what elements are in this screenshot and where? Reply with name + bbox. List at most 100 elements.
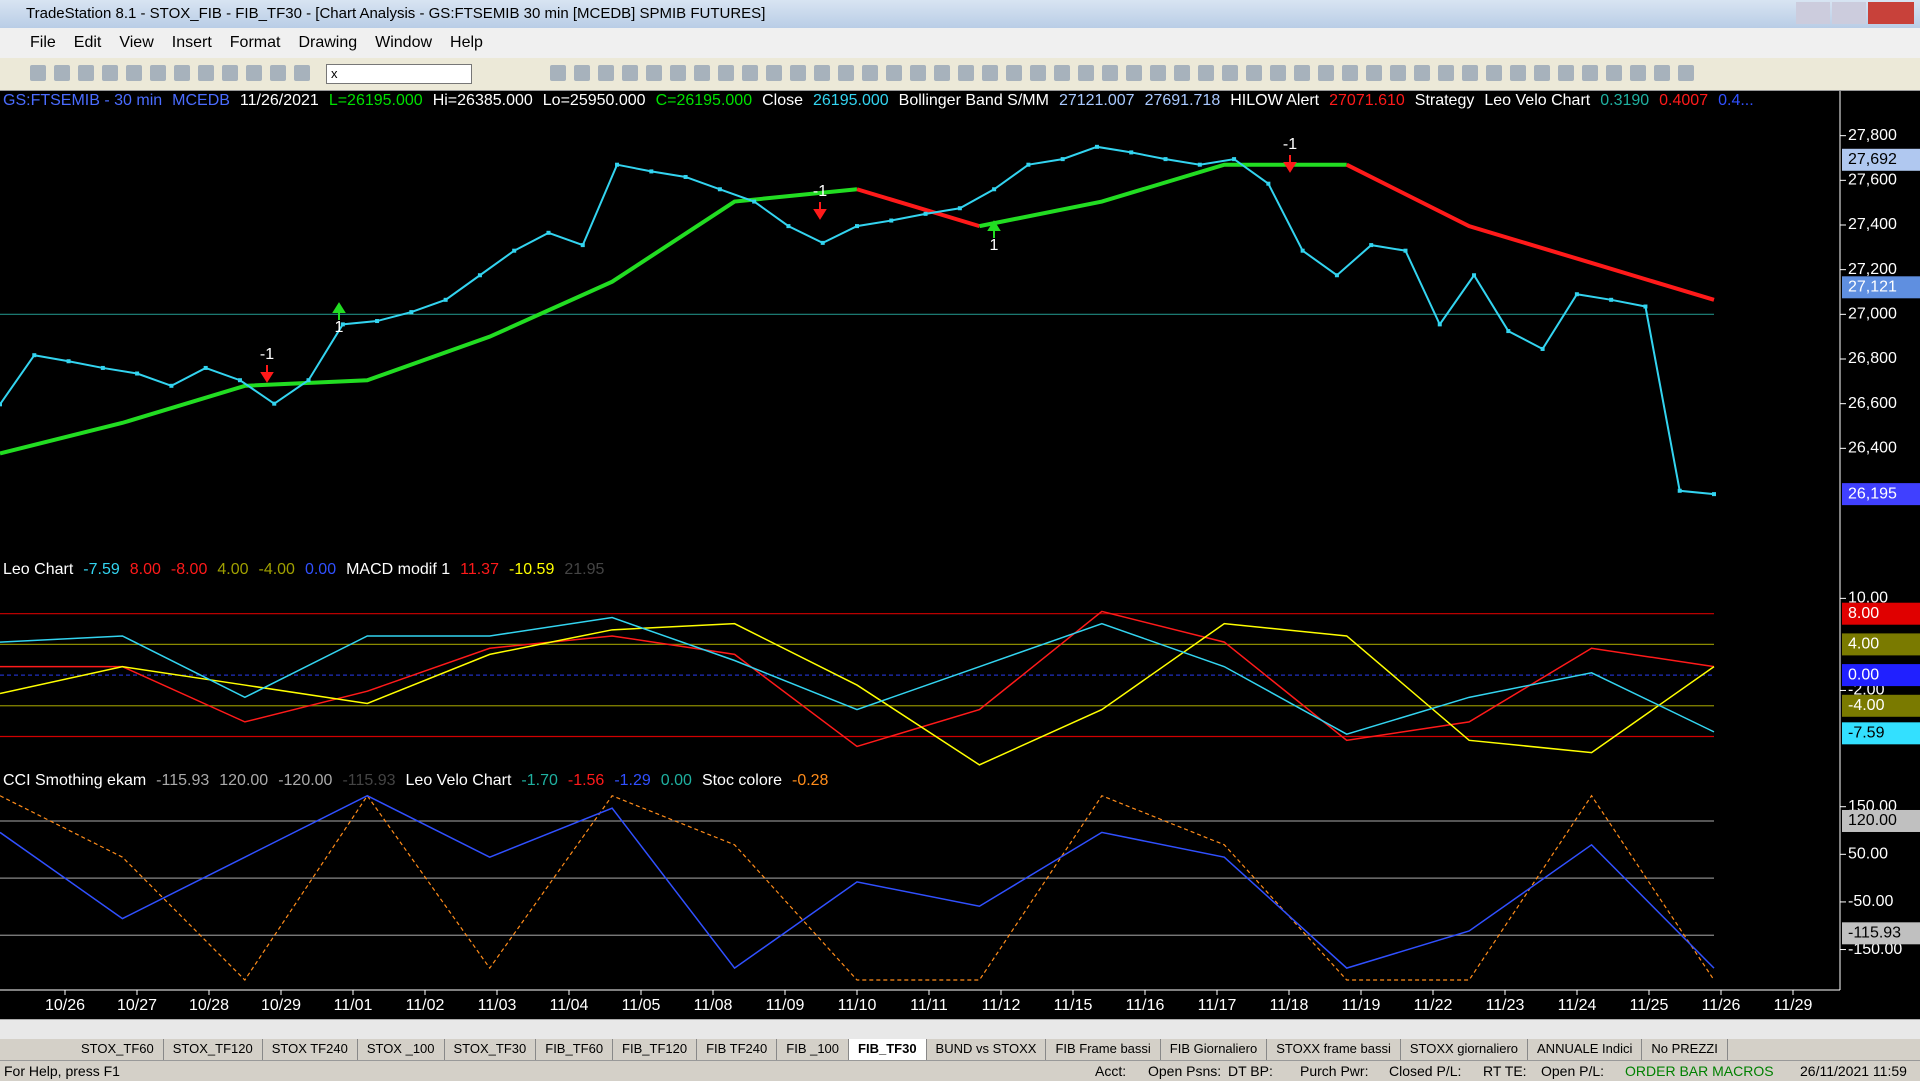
toolbar-button[interactable] [574, 65, 590, 81]
toolbar-button[interactable] [1222, 65, 1238, 81]
menu-item[interactable]: Format [229, 34, 281, 51]
toolbar-button[interactable] [78, 65, 94, 81]
toolbar-button[interactable] [1462, 65, 1478, 81]
toolbar-button[interactable] [766, 65, 782, 81]
legend-item: HILOW Alert [1230, 92, 1319, 109]
toolbar-button[interactable] [982, 65, 998, 81]
toolbar-button[interactable] [622, 65, 638, 81]
toolbar-button[interactable] [222, 65, 238, 81]
menu-item[interactable]: Drawing [298, 34, 358, 51]
workspace-tab[interactable]: ANNUALE Indici [1528, 1039, 1643, 1060]
menu-item[interactable]: Edit [73, 34, 102, 51]
toolbar-button[interactable] [30, 65, 46, 81]
workspace-tab[interactable]: STOX _100 [358, 1039, 445, 1060]
toolbar-button[interactable] [294, 65, 310, 81]
toolbar-button[interactable] [1270, 65, 1286, 81]
workspace-tab[interactable]: FIB_TF120 [613, 1039, 698, 1060]
workspace-tab[interactable]: FIB_TF30 [849, 1039, 927, 1060]
toolbar-button[interactable] [1294, 65, 1310, 81]
x-tick-label: 11/03 [478, 997, 517, 1014]
toolbar-button[interactable] [742, 65, 758, 81]
toolbar-button[interactable] [1486, 65, 1502, 81]
toolbar-button[interactable] [270, 65, 286, 81]
workspace-tab[interactable]: BUND vs STOXX [927, 1039, 1047, 1060]
workspace-tab[interactable]: STOXX giornaliero [1401, 1039, 1529, 1060]
toolbar-button[interactable] [910, 65, 926, 81]
toolbar-button[interactable] [1102, 65, 1118, 81]
toolbar-button[interactable] [198, 65, 214, 81]
workspace-tab[interactable]: FIB_TF60 [536, 1039, 614, 1060]
price-dot [512, 248, 517, 253]
toolbar-button[interactable] [54, 65, 70, 81]
toolbar-button[interactable] [1198, 65, 1214, 81]
signal-arrow [813, 202, 827, 220]
toolbar-button[interactable] [1030, 65, 1046, 81]
minimize[interactable] [1796, 2, 1830, 24]
toolbar-button[interactable] [1438, 65, 1454, 81]
toolbar-button[interactable] [598, 65, 614, 81]
toolbar-button[interactable] [102, 65, 118, 81]
toolbar-button[interactable] [814, 65, 830, 81]
workspace-tab[interactable]: STOX_TF60 [72, 1039, 164, 1060]
menu-item[interactable]: View [119, 34, 154, 51]
signal-label: -1 [813, 183, 827, 200]
toolbar-button[interactable] [174, 65, 190, 81]
toolbar-button[interactable] [862, 65, 878, 81]
toolbar-button[interactable] [1366, 65, 1382, 81]
price-dot [66, 359, 71, 364]
workspace-tab[interactable]: No PREZZI [1642, 1039, 1728, 1060]
workspace-tab[interactable]: STOX_TF120 [164, 1039, 263, 1060]
toolbar-button[interactable] [838, 65, 854, 81]
signal-label: -1 [260, 346, 274, 363]
menu-item[interactable]: Insert [171, 34, 212, 51]
toolbar-button[interactable] [646, 65, 662, 81]
workspace-tab[interactable]: FIB Giornaliero [1161, 1039, 1268, 1060]
toolbar-button[interactable] [1510, 65, 1526, 81]
toolbar-button[interactable] [886, 65, 902, 81]
horizontal-scrollbar[interactable] [0, 1019, 1920, 1039]
toolbar-button[interactable] [718, 65, 734, 81]
toolbar-button[interactable] [1606, 65, 1622, 81]
close[interactable] [1868, 2, 1914, 24]
menu-item[interactable]: Help [450, 34, 483, 51]
toolbar-button[interactable] [1126, 65, 1142, 81]
toolbar-button[interactable] [550, 65, 566, 81]
workspace-tab[interactable]: FIB Frame bassi [1046, 1039, 1161, 1060]
toolbar-button[interactable] [1246, 65, 1262, 81]
toolbar-button[interactable] [694, 65, 710, 81]
workspace-tab[interactable]: FIB _100 [777, 1039, 850, 1060]
legend-item: Close [762, 92, 803, 109]
toolbar-button[interactable] [670, 65, 686, 81]
toolbar-button[interactable] [246, 65, 262, 81]
menu-item[interactable]: File [30, 34, 56, 51]
toolbar-button[interactable] [1078, 65, 1094, 81]
toolbar-button[interactable] [1654, 65, 1670, 81]
workspace-tab[interactable]: STOX_TF30 [445, 1039, 537, 1060]
toolbar-button[interactable] [1678, 65, 1694, 81]
toolbar-button[interactable] [1006, 65, 1022, 81]
toolbar-button[interactable] [1150, 65, 1166, 81]
toolbar-button[interactable] [1558, 65, 1574, 81]
title-bar: TradeStation 8.1 - STOX_FIB - FIB_TF30 -… [0, 0, 1920, 28]
toolbar-button[interactable] [1318, 65, 1334, 81]
maximize[interactable] [1832, 2, 1866, 24]
toolbar-button[interactable] [958, 65, 974, 81]
toolbar-button[interactable] [1174, 65, 1190, 81]
toolbar-button[interactable] [1414, 65, 1430, 81]
toolbar-button[interactable] [150, 65, 166, 81]
toolbar-button[interactable] [1534, 65, 1550, 81]
workspace-tab[interactable]: FIB TF240 [697, 1039, 778, 1060]
toolbar-button[interactable] [934, 65, 950, 81]
menu-item[interactable]: Window [375, 34, 433, 51]
toolbar-button[interactable] [126, 65, 142, 81]
workspace-tab[interactable]: STOXX frame bassi [1267, 1039, 1401, 1060]
workspace-tab[interactable]: STOX TF240 [263, 1039, 358, 1060]
price-dot [32, 353, 37, 358]
toolbar-button[interactable] [1630, 65, 1646, 81]
toolbar-button[interactable] [1054, 65, 1070, 81]
toolbar-button[interactable] [1342, 65, 1358, 81]
toolbar-button[interactable] [1390, 65, 1406, 81]
toolbar-button[interactable] [790, 65, 806, 81]
toolbar-button[interactable] [1582, 65, 1598, 81]
symbol-field[interactable]: x [326, 64, 472, 84]
